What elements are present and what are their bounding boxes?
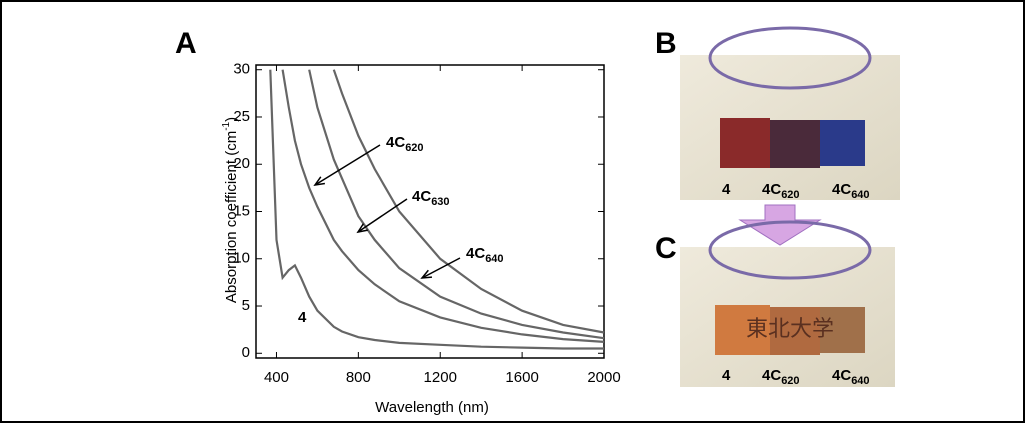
- label-text: 4C: [762, 367, 781, 384]
- sample: [715, 305, 770, 355]
- panel-letter: B: [655, 27, 677, 60]
- label-text: 4: [298, 309, 307, 326]
- label-text: 4: [722, 181, 731, 198]
- label-text: 4C: [762, 181, 781, 198]
- label-sub: 640: [485, 253, 503, 265]
- series-line: [332, 69, 605, 334]
- arrow-head: [420, 269, 433, 279]
- series-label: 4C640: [466, 245, 504, 265]
- annotation-arrow: [357, 198, 408, 233]
- y-axis-label: Absorption coefficient (cm-1): [221, 117, 240, 303]
- series-label: 4C630: [412, 188, 450, 208]
- y-tick-label: 30: [233, 61, 250, 78]
- sample: [770, 307, 820, 355]
- x-axis-label: Wavelength (nm): [375, 399, 489, 416]
- x-tick-label: 1200: [424, 369, 457, 386]
- arrow: [738, 204, 822, 246]
- label-text: 4C: [832, 181, 851, 198]
- arrow-head: [356, 223, 368, 234]
- label-text: 4C: [412, 188, 431, 205]
- series-label: 4C620: [386, 134, 424, 154]
- x-tick-label: 2000: [587, 369, 620, 386]
- emblem: [708, 220, 872, 280]
- photo-label: 4: [722, 367, 731, 384]
- y-tick-label: 15: [233, 202, 250, 219]
- series-line: [281, 69, 605, 343]
- photo-label: 4: [722, 181, 731, 198]
- series-line: [269, 69, 604, 350]
- photo-label: 4C620: [762, 181, 800, 201]
- y-tick-label: 0: [242, 344, 250, 361]
- label-text: 4C: [832, 367, 851, 384]
- label-text: 4: [722, 367, 731, 384]
- sample: [720, 118, 770, 168]
- label-sub: 620: [405, 142, 423, 154]
- annotation-arrow: [421, 257, 461, 279]
- panel-letter: C: [655, 232, 677, 265]
- panel-letter: A: [175, 27, 197, 60]
- label-sub: 630: [431, 196, 449, 208]
- photo-label: 4C640: [832, 181, 870, 201]
- sample: [820, 307, 865, 353]
- y-tick-label: 5: [242, 297, 250, 314]
- sample: [770, 120, 820, 168]
- x-tick-label: 800: [346, 369, 371, 386]
- x-tick-label: 400: [264, 369, 289, 386]
- photo-label: 4C620: [762, 367, 800, 387]
- x-tick-label: 1600: [505, 369, 538, 386]
- emblem: [708, 26, 872, 90]
- label-text: 4C: [466, 245, 485, 262]
- stamp-text: 東北大学: [746, 317, 834, 342]
- arrow-head: [313, 176, 325, 187]
- y-tick-label: 20: [233, 155, 250, 172]
- label-text: 4C: [386, 134, 405, 151]
- label-sub: 640: [851, 189, 869, 201]
- photo-label: 4C640: [832, 367, 870, 387]
- y-tick-label: 25: [233, 108, 250, 125]
- series-label: 4: [298, 309, 307, 326]
- label-sub: 620: [781, 375, 799, 387]
- label-sub: 620: [781, 189, 799, 201]
- label-sub: 640: [851, 375, 869, 387]
- series-line: [308, 69, 605, 340]
- sample: [820, 120, 865, 166]
- y-tick-label: 10: [233, 250, 250, 267]
- annotation-arrow: [314, 144, 381, 186]
- photos: [680, 26, 900, 387]
